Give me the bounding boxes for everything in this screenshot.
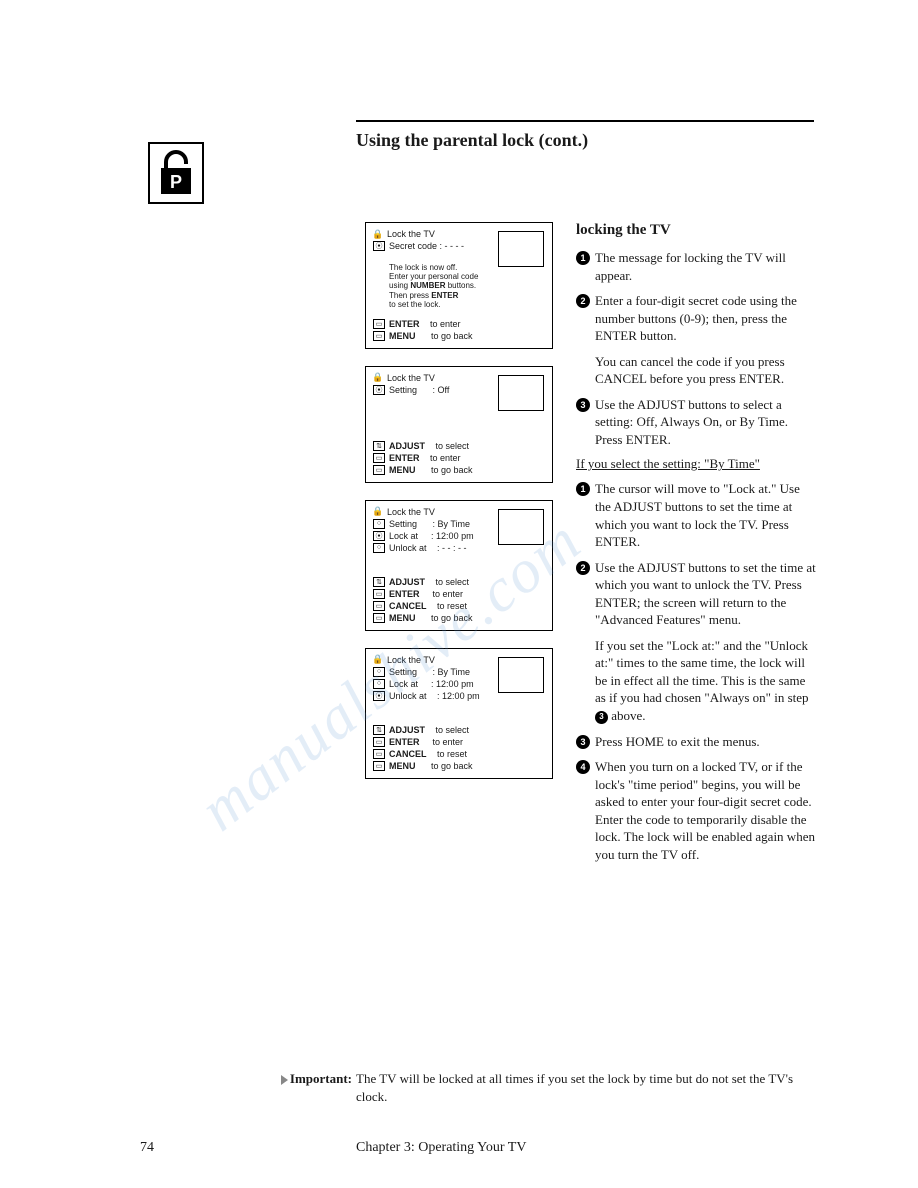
parental-lock-icon: P bbox=[148, 142, 204, 204]
important-note: Important: The TV will be locked at all … bbox=[256, 1070, 806, 1105]
screens-column: 🔒 Lock the TV ⦿ Secret code : - - - - The … bbox=[365, 222, 557, 796]
bytime-note: If you set the "Lock at:" and the "Unloc… bbox=[595, 637, 816, 725]
circle-icon: ○ bbox=[373, 667, 385, 677]
step-number-icon: 3 bbox=[576, 735, 590, 749]
note: You can cancel the code if you press CAN… bbox=[595, 353, 816, 388]
lock-label: Lock the TV bbox=[387, 229, 435, 239]
lock-icon: 🔒 bbox=[373, 373, 383, 383]
subheading: locking the TV bbox=[576, 222, 816, 239]
lock-icon: 🔒 bbox=[373, 229, 383, 239]
adjust-icon: ⇅ bbox=[373, 725, 385, 735]
cursor-icon: ⦿ bbox=[373, 691, 385, 701]
button-icon: ▭ bbox=[373, 331, 385, 341]
bytime-step-2: 2Use the ADJUST buttons to set the time … bbox=[576, 559, 816, 629]
screen-4: 🔒Lock the TV ○Setting : By Time ○Lock at… bbox=[365, 648, 553, 779]
step-number-icon: 1 bbox=[576, 251, 590, 265]
step-number-icon: 2 bbox=[576, 294, 590, 308]
screen-1: 🔒 Lock the TV ⦿ Secret code : - - - - The … bbox=[365, 222, 553, 349]
button-icon: ▭ bbox=[373, 613, 385, 623]
cursor-icon: ⦿ bbox=[373, 531, 385, 541]
page-number: 74 bbox=[140, 1140, 154, 1156]
adjust-icon: ⇅ bbox=[373, 441, 385, 451]
button-icon: ▭ bbox=[373, 319, 385, 329]
circle-icon: ○ bbox=[373, 543, 385, 553]
button-icon: ▭ bbox=[373, 737, 385, 747]
step-3: 3Use the ADJUST buttons to select a sett… bbox=[576, 396, 816, 449]
button-icon: ▭ bbox=[373, 453, 385, 463]
step-1: 1The message for locking the TV will app… bbox=[576, 249, 816, 284]
preview-box bbox=[498, 231, 544, 267]
step-number-icon: 1 bbox=[576, 482, 590, 496]
horizontal-rule bbox=[356, 120, 814, 122]
step-number-icon: 3 bbox=[595, 711, 608, 724]
circle-icon: ○ bbox=[373, 679, 385, 689]
lock-icon: 🔒 bbox=[373, 507, 383, 517]
secret-code-label: Secret code : - - - - bbox=[389, 241, 464, 251]
instruction-text: The lock is now off. Enter your personal… bbox=[389, 263, 545, 309]
step-number-icon: 4 bbox=[576, 760, 590, 774]
bytime-step-1: 1The cursor will move to "Lock at." Use … bbox=[576, 480, 816, 550]
step-2: 2Enter a four-digit secret code using th… bbox=[576, 292, 816, 345]
circle-icon: ○ bbox=[373, 519, 385, 529]
preview-box bbox=[498, 509, 544, 545]
preview-box bbox=[498, 375, 544, 411]
bytime-step-3: 3Press HOME to exit the menus. bbox=[576, 733, 816, 751]
step-number-icon: 2 bbox=[576, 561, 590, 575]
cursor-icon: ⦿ bbox=[373, 385, 385, 395]
triangle-icon bbox=[281, 1075, 288, 1085]
button-icon: ▭ bbox=[373, 465, 385, 475]
svg-text:P: P bbox=[170, 172, 182, 192]
preview-box bbox=[498, 657, 544, 693]
step-number-icon: 3 bbox=[576, 398, 590, 412]
bytime-heading: If you select the setting: "By Time" bbox=[576, 456, 816, 472]
button-icon: ▭ bbox=[373, 749, 385, 759]
button-icon: ▭ bbox=[373, 761, 385, 771]
instructions-column: locking the TV 1The message for locking … bbox=[576, 222, 816, 871]
cursor-icon: ⦿ bbox=[373, 241, 385, 251]
bytime-step-4: 4When you turn on a locked TV, or if the… bbox=[576, 758, 816, 863]
button-icon: ▭ bbox=[373, 601, 385, 611]
screen-2: 🔒Lock the TV ⦿Setting : Off ⇅ADJUST to s… bbox=[365, 366, 553, 483]
lock-icon: 🔒 bbox=[373, 655, 383, 665]
adjust-icon: ⇅ bbox=[373, 577, 385, 587]
chapter-label: Chapter 3: Operating Your TV bbox=[356, 1140, 526, 1156]
screen-3: 🔒Lock the TV ○Setting : By Time ⦿Lock at… bbox=[365, 500, 553, 631]
button-icon: ▭ bbox=[373, 589, 385, 599]
page-title: Using the parental lock (cont.) bbox=[356, 130, 588, 151]
